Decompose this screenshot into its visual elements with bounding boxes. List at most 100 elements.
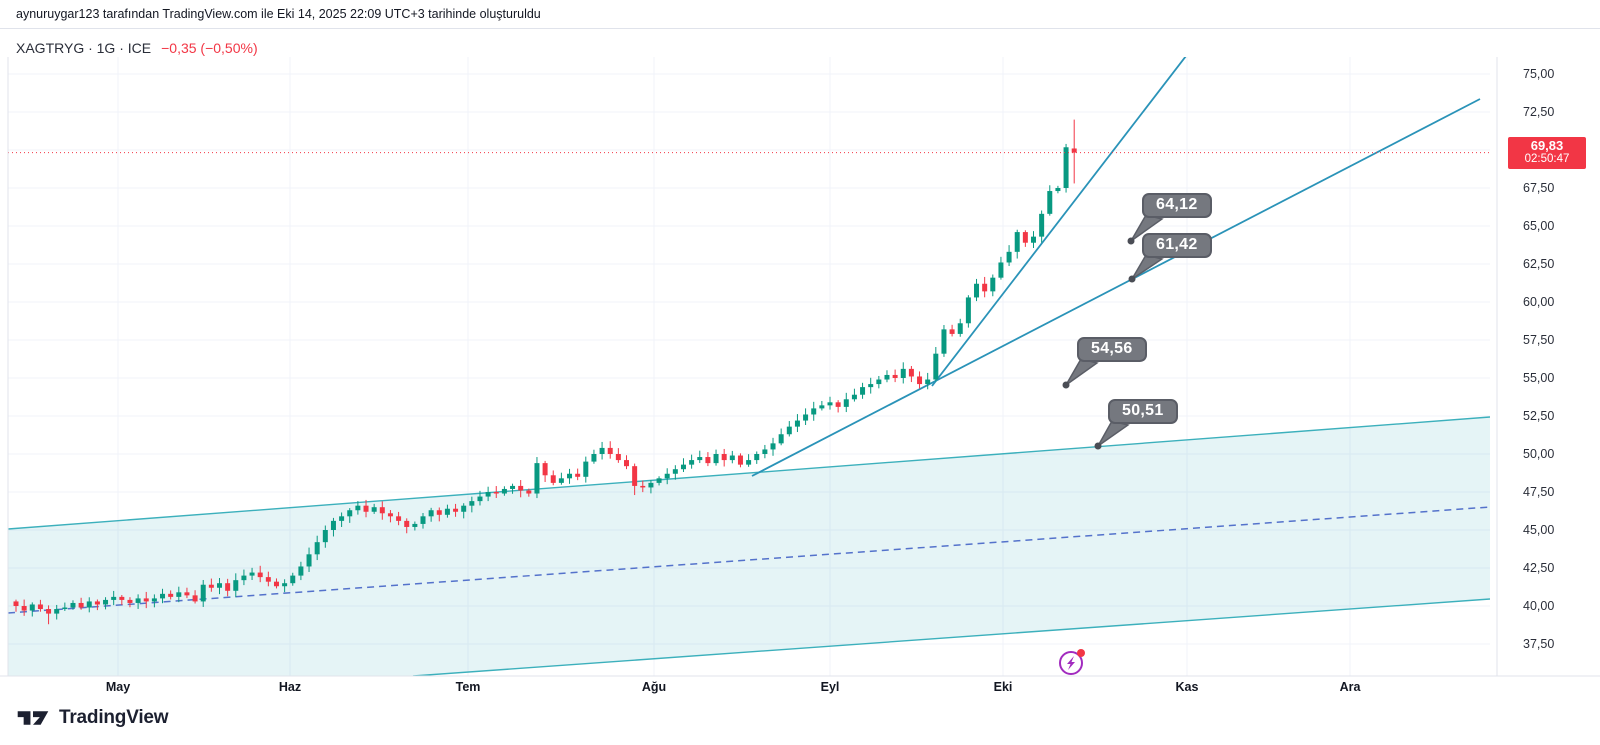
- candle-body: [1063, 147, 1069, 188]
- chart-canvas[interactable]: [0, 29, 1600, 704]
- candle-body: [282, 583, 288, 587]
- candle-body: [990, 277, 996, 292]
- candle-body: [103, 599, 109, 605]
- candle-body: [29, 604, 35, 611]
- candle-body: [786, 426, 792, 435]
- channel-bottom-line[interactable]: [412, 598, 1490, 676]
- candle-body: [127, 599, 133, 603]
- month-label-Eyl: Eyl: [820, 680, 840, 694]
- long-trendline[interactable]: [751, 98, 1481, 477]
- candle-body: [925, 379, 931, 385]
- symbol-title: XAGTRYG · 1G · ICE: [16, 40, 152, 56]
- candle-body: [1022, 232, 1028, 243]
- candle-body: [119, 596, 125, 600]
- price-callout-50-51[interactable]: 50,51: [1108, 399, 1178, 424]
- month-label-Ara: Ara: [1339, 680, 1361, 694]
- candle-body: [843, 399, 849, 407]
- candle-body: [347, 510, 353, 517]
- attribution-text: aynuruygar123 tarafından TradingView.com…: [16, 7, 541, 21]
- candlestick-series[interactable]: [13, 119, 1077, 625]
- callout-anchor-dot[interactable]: [1128, 275, 1136, 283]
- price-callout-54-56[interactable]: 54,56: [1077, 337, 1147, 362]
- candle-body: [135, 598, 141, 603]
- price-label-67-50: 67,50: [1523, 181, 1555, 195]
- channel-top-line[interactable]: [8, 416, 1490, 530]
- candle-body: [444, 508, 450, 515]
- candle-body: [436, 510, 442, 515]
- steep-trendline[interactable]: [931, 56, 1187, 387]
- candle-body: [737, 455, 743, 465]
- candle-body: [892, 374, 898, 378]
- candle-body: [762, 449, 768, 454]
- price-label-55-00: 55,00: [1523, 371, 1555, 385]
- candle-body: [233, 580, 239, 591]
- candle-body: [705, 457, 711, 464]
- candle-body: [192, 595, 198, 602]
- candle-body: [485, 492, 491, 497]
- candle-body: [355, 505, 361, 511]
- bar-countdown: 02:50:47: [1524, 153, 1570, 165]
- candle-body: [453, 508, 459, 512]
- candle-body: [746, 460, 752, 465]
- candle-body: [501, 488, 507, 494]
- candle-body: [469, 501, 475, 506]
- price-label-62-50: 62,50: [1523, 257, 1555, 271]
- candle-body: [648, 482, 654, 488]
- candle-body: [998, 262, 1004, 278]
- candle-body: [387, 513, 393, 517]
- price-label-42-50: 42,50: [1523, 561, 1555, 575]
- tradingview-logo-icon[interactable]: [16, 705, 50, 736]
- candle-body: [404, 520, 410, 527]
- current-price-value: 69,83: [1530, 138, 1564, 153]
- price-callout-64-12[interactable]: 64,12: [1142, 193, 1212, 218]
- price-label-47-50: 47,50: [1523, 485, 1555, 499]
- candle-body: [396, 516, 402, 521]
- candle-body: [591, 454, 597, 462]
- candle-body: [965, 297, 971, 324]
- candle-body: [420, 516, 426, 524]
- current-price-badge[interactable]: 69,83 02:50:47: [1508, 137, 1586, 169]
- candle-body: [664, 473, 670, 479]
- candle-body: [917, 376, 923, 385]
- candle-body: [819, 405, 825, 409]
- candle-body: [778, 434, 784, 444]
- candle-body: [542, 463, 548, 476]
- footer: TradingView: [0, 703, 1600, 744]
- price-label-40-00: 40,00: [1523, 599, 1555, 613]
- month-label-Eki: Eki: [993, 680, 1013, 694]
- candle-body: [111, 596, 117, 600]
- symbol-header[interactable]: XAGTRYG · 1G · ICE −0,35 (−0,50%): [16, 40, 258, 56]
- channel-fill: [8, 417, 1490, 676]
- candle-body: [412, 523, 418, 527]
- lightning-marker-icon[interactable]: [1059, 649, 1085, 675]
- price-callout-61-42[interactable]: 61,42: [1142, 233, 1212, 258]
- candle-body: [550, 475, 556, 483]
- channel-mid-dashed-line[interactable]: [8, 506, 1490, 614]
- callout-anchor-dot[interactable]: [1094, 442, 1102, 450]
- candle-body: [78, 602, 84, 608]
- chart-panel[interactable]: XAGTRYG · 1G · ICE −0,35 (−0,50%) 69,83 …: [0, 28, 1600, 703]
- price-label-45-00: 45,00: [1523, 523, 1555, 537]
- price-label-57-50: 57,50: [1523, 333, 1555, 347]
- callout-anchor-dot[interactable]: [1127, 237, 1135, 245]
- price-label-60-00: 60,00: [1523, 295, 1555, 309]
- parallel-channel[interactable]: [8, 416, 1490, 676]
- candle-body: [868, 384, 874, 388]
- callout-tail: [1097, 420, 1130, 447]
- candle-body: [493, 492, 499, 494]
- candle-body: [599, 447, 605, 454]
- candle-body: [713, 454, 719, 464]
- tradingview-wordmark[interactable]: TradingView: [59, 707, 169, 728]
- month-label-Haz: Haz: [278, 680, 302, 694]
- candle-body: [615, 454, 621, 461]
- candle-body: [1039, 213, 1045, 237]
- callout-anchor-dot[interactable]: [1062, 381, 1070, 389]
- alert-red-dot: [1077, 649, 1085, 657]
- candle-body: [575, 473, 581, 477]
- candle-body: [908, 368, 914, 377]
- candle-body: [379, 507, 385, 514]
- lightning-bolt-icon: [1067, 656, 1075, 670]
- candle-body: [339, 516, 345, 521]
- candle-body: [534, 463, 540, 494]
- candle-body: [176, 592, 182, 597]
